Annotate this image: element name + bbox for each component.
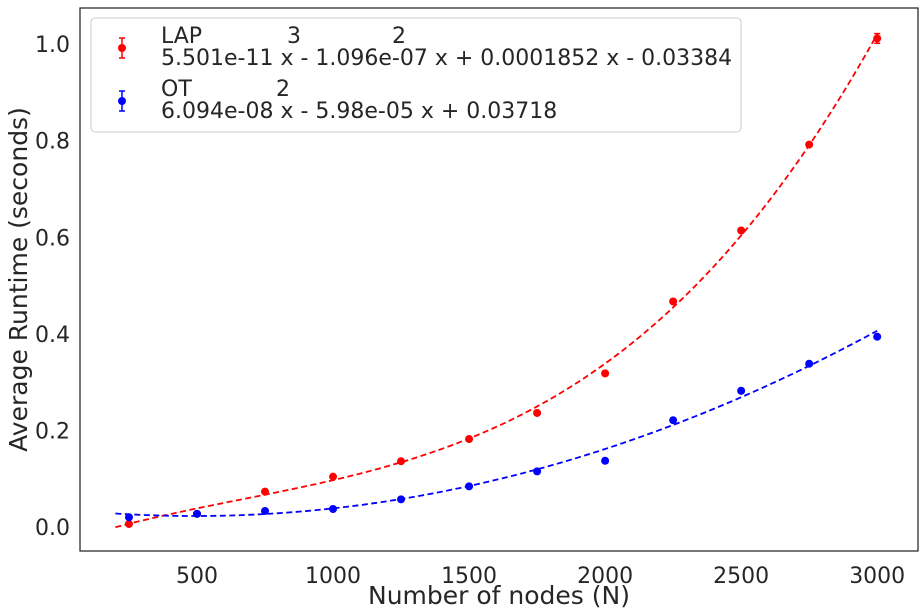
legend-exponent: 2 <box>276 77 290 102</box>
fit-line-lap <box>115 33 878 529</box>
data-point-lap <box>261 487 270 496</box>
x-tick-label: 3000 <box>849 564 905 589</box>
data-point-ot <box>533 467 542 476</box>
x-tick-label: 1000 <box>305 564 361 589</box>
data-point-ot <box>192 509 201 518</box>
data-point-ot <box>124 513 133 522</box>
x-tick-label: 2500 <box>713 564 769 589</box>
y-axis: 0.0 0.2 0.4 0.6 0.8 1.0 <box>35 33 70 541</box>
data-point-ot <box>669 416 678 425</box>
x-axis-title: Number of nodes (N) <box>368 581 630 610</box>
legend-box <box>90 17 742 133</box>
legend-label-ot: OT <box>161 77 192 102</box>
legend-equation-lap: 5.501e-11 x - 1.096e-07 x + 0.0001852 x … <box>161 46 732 71</box>
data-point-lap <box>873 34 882 43</box>
data-point-ot <box>329 505 338 514</box>
y-tick-label: 0.0 <box>35 516 70 541</box>
legend-marker-ot <box>118 97 126 105</box>
fit-lines <box>115 33 878 529</box>
data-point-lap <box>669 297 678 306</box>
legend-exponent: 3 <box>287 24 301 49</box>
data-point-lap <box>805 140 814 149</box>
data-point-ot <box>805 359 814 368</box>
y-tick-label: 1.0 <box>35 33 70 58</box>
fit-line-ot <box>115 329 878 517</box>
data-point-lap <box>465 435 474 444</box>
data-point-lap <box>737 226 746 235</box>
y-tick-label: 0.8 <box>35 130 70 155</box>
legend-exponent: 2 <box>392 24 406 49</box>
data-point-lap <box>329 472 338 481</box>
data-point-ot <box>737 386 746 395</box>
data-point-lap <box>601 369 610 378</box>
data-point-lap <box>397 457 406 466</box>
y-tick-label: 0.6 <box>35 226 70 251</box>
data-point-lap <box>533 408 542 417</box>
data-points <box>124 32 882 528</box>
data-point-ot <box>873 332 882 341</box>
data-point-ot <box>601 456 610 465</box>
legend-label-lap: LAP <box>161 24 202 49</box>
y-tick-label: 0.2 <box>35 419 70 444</box>
x-tick-label: 2000 <box>577 564 633 589</box>
data-point-ot <box>397 495 406 504</box>
legend: LAP 3 25.501e-11 x - 1.096e-07 x + 0.00018… <box>90 17 742 133</box>
data-point-ot <box>261 506 270 515</box>
legend-marker-lap <box>118 44 126 52</box>
x-tick-label: 500 <box>176 564 218 589</box>
x-axis: 500 1000 1500 2000 2500 3000 <box>176 564 905 589</box>
data-point-ot <box>465 482 474 491</box>
x-tick-label: 1500 <box>441 564 497 589</box>
y-tick-label: 0.4 <box>35 323 70 348</box>
data-point-lap <box>124 519 133 528</box>
y-axis-title: Average Runtime (seconds) <box>4 107 33 452</box>
legend-equation-ot: 6.094e-08 x - 5.98e-05 x + 0.03718 <box>161 99 557 124</box>
